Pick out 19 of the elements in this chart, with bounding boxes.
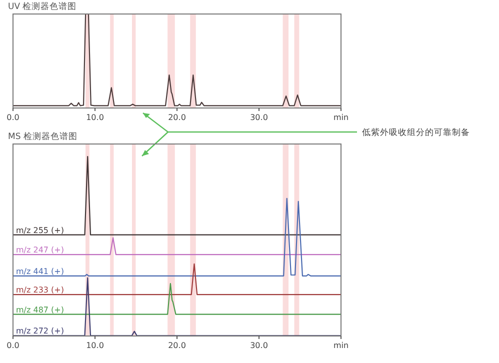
x-tick-label: 30.0 (250, 113, 268, 122)
x-tick-label: 20.0 (168, 113, 186, 122)
series-label: m/z 272 (+) (16, 326, 64, 336)
x-tick-label: 20.0 (168, 341, 186, 350)
x-tick-label: 30.0 (250, 341, 268, 350)
text: 低紫外吸收组分的可靠制备 (362, 127, 470, 138)
series-label: m/z 255 (+) (16, 226, 64, 235)
series-label: m/z 487 (+) (16, 305, 64, 314)
x-tick-label: 0.0 (6, 113, 20, 122)
series-label: m/z 233 (+) (16, 286, 64, 295)
x-tick-label: min (333, 341, 349, 350)
series-label: m/z 247 (+) (16, 246, 64, 255)
series-label: m/z 441 (+) (16, 266, 64, 276)
chart-title: MS 检测器色谱图 (8, 131, 78, 142)
x-tick-label: 10.0 (86, 341, 104, 350)
x-tick-label: 10.0 (86, 113, 104, 122)
x-tick-label: 0.0 (6, 341, 20, 350)
x-tick-label: min (333, 113, 349, 122)
chart-title: UV 检测器色谱图 (8, 1, 77, 12)
